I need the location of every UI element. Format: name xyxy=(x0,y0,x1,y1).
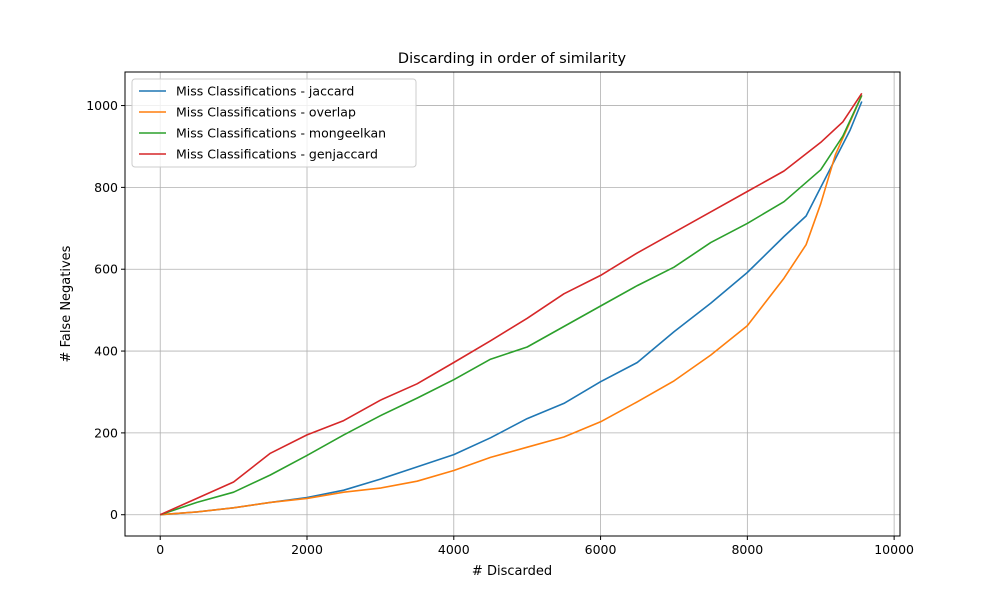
series-lines xyxy=(159,92,863,516)
y-tick-label: 1000 xyxy=(86,98,118,113)
legend-box xyxy=(131,78,417,168)
x-tick-label: 0 xyxy=(156,542,164,557)
y-tick-label: 200 xyxy=(94,425,118,440)
axis-ticks: 0 2000 4000 6000 8000 10000 0 200 400 600 800 1000 xyxy=(86,98,914,557)
y-tick-label: 400 xyxy=(94,344,118,359)
y-tick-label: 800 xyxy=(94,180,118,195)
series-line-4 xyxy=(159,92,863,516)
legend-label: Miss Classifications - mongeelkan xyxy=(176,126,386,141)
series-line-3 xyxy=(159,94,863,516)
chart-title: Discarding in order of similarity xyxy=(398,51,627,67)
legend: Miss Classifications - jaccard Miss Class… xyxy=(131,78,417,168)
y-axis-label: # False Negatives xyxy=(59,245,74,362)
legend-label: Miss Classifications - jaccard xyxy=(176,84,354,99)
y-tick-label: 600 xyxy=(94,262,118,277)
x-axis-label: # Discarded xyxy=(472,564,552,579)
x-tick-label: 4000 xyxy=(438,542,470,557)
x-tick-label: 10000 xyxy=(874,542,914,557)
x-tick-label: 2000 xyxy=(291,542,323,557)
y-tick-label: 0 xyxy=(110,507,118,522)
x-tick-label: 8000 xyxy=(731,542,763,557)
plot-frame xyxy=(124,71,901,537)
x-tick-label: 6000 xyxy=(585,542,617,557)
legend-label: Miss Classifications - overlap xyxy=(176,105,356,120)
series-line-2 xyxy=(160,94,863,516)
legend-label: Miss Classifications - genjaccard xyxy=(176,147,378,162)
